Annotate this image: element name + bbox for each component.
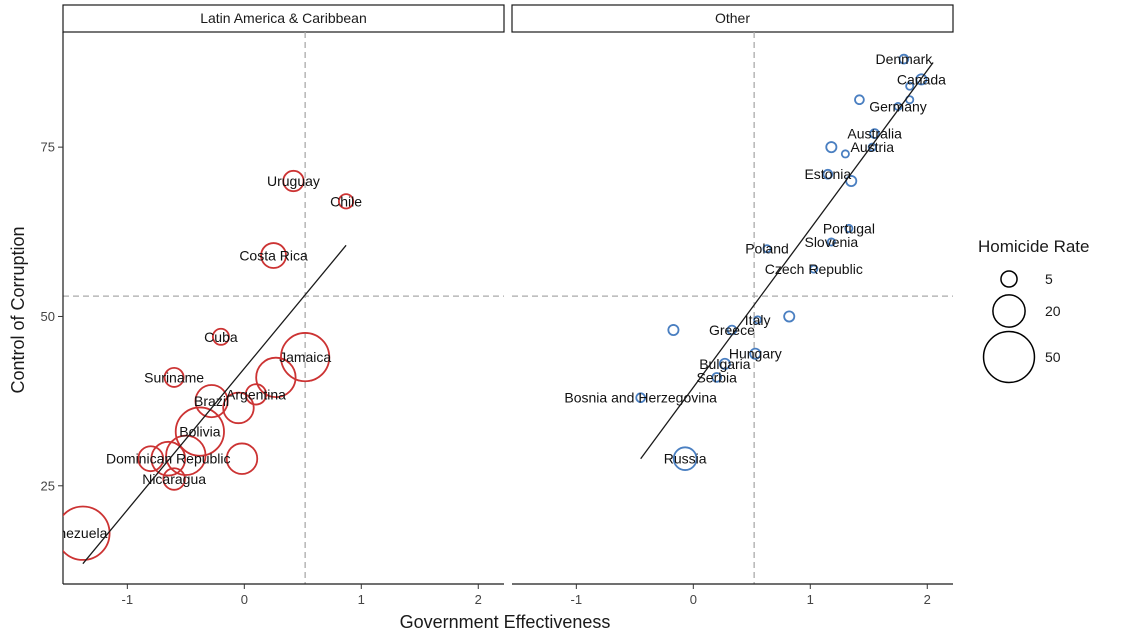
- facet-panel: Other -1 0 1 2 Russia Bosnia and Herzegovina Se…: [511, 4, 954, 607]
- trend-line: [640, 62, 934, 460]
- data-label: Australia: [847, 126, 902, 142]
- data-point: [667, 324, 680, 337]
- y-tick-label: 25: [41, 478, 55, 493]
- data-point: [809, 264, 819, 274]
- data-label: Jamaica: [279, 349, 331, 365]
- data-label: Uruguay: [267, 173, 320, 189]
- data-label: Bosnia and Herzegovina: [564, 390, 717, 406]
- data-point: [854, 94, 865, 106]
- data-point: [174, 406, 225, 457]
- x-tick-label: -1: [122, 592, 134, 607]
- data-label: Bolivia: [179, 424, 220, 440]
- data-point: [867, 142, 877, 152]
- data-point: [337, 193, 355, 210]
- facet-panel: Latin America & Caribbean 25 50 75 -1 0 1 2 nezu…: [41, 4, 505, 607]
- x-tick-label: 0: [241, 592, 248, 607]
- x-tick-label: 1: [358, 592, 365, 607]
- x-tick-label: 2: [924, 592, 931, 607]
- x-tick-label: 1: [807, 592, 814, 607]
- data-point: [753, 315, 763, 325]
- data-point: [826, 237, 836, 247]
- legend-key-label: 5: [1045, 271, 1053, 287]
- data-point: [282, 169, 305, 193]
- x-tick-label: 2: [475, 592, 482, 607]
- data-label: Serbia: [696, 369, 737, 385]
- legend-key-label: 50: [1045, 349, 1061, 365]
- facet-strip-label: Latin America & Caribbean: [200, 10, 367, 26]
- data-point: [749, 347, 762, 360]
- data-point: [869, 128, 880, 139]
- y-tick-label: 75: [41, 140, 55, 155]
- x-tick-label: -1: [571, 592, 583, 607]
- data-label: Slovenia: [804, 234, 858, 250]
- x-tick-label: 0: [690, 592, 697, 607]
- data-label: Russia: [664, 451, 707, 467]
- data-label: Chile: [330, 193, 362, 209]
- data-label: Italy: [745, 312, 771, 328]
- data-label: Brazil: [194, 393, 229, 409]
- data-point: [150, 440, 187, 477]
- data-label: Canada: [897, 71, 946, 87]
- legend-key-label: 20: [1045, 303, 1061, 319]
- data-label: Hungary: [729, 346, 782, 362]
- facet-strip-label: Other: [715, 10, 750, 26]
- data-point: [672, 446, 698, 471]
- data-label: Bulgaria: [699, 356, 751, 372]
- facet-strip: [62, 4, 505, 33]
- data-point: [162, 467, 186, 491]
- data-label: Portugal: [823, 220, 875, 236]
- data-label: Nicaragua: [142, 471, 206, 487]
- data-point: [63, 505, 111, 561]
- data-label: Denmark: [875, 51, 933, 67]
- data-label: Estonia: [804, 166, 851, 182]
- x-axis-title: Government Effectiveness: [400, 612, 611, 632]
- data-point: [718, 357, 731, 370]
- data-point: [194, 384, 229, 419]
- data-point: [222, 391, 255, 425]
- data-label: nezuela: [58, 525, 107, 541]
- data-label: Argentina: [226, 386, 286, 402]
- data-label: Austria: [850, 139, 894, 155]
- facet-data: nezuela Nicaragua Dominican Republic Bolivi…: [58, 169, 362, 565]
- data-point: [163, 366, 185, 388]
- data-point: [840, 149, 850, 159]
- data-label: Dominican Republic: [106, 451, 231, 467]
- data-point: [825, 141, 838, 154]
- data-point: [844, 223, 854, 233]
- data-point: [280, 332, 331, 383]
- data-label: Greece: [709, 322, 755, 338]
- data-label: Cuba: [204, 329, 238, 345]
- trend-line: [82, 244, 347, 565]
- data-point: [635, 392, 646, 404]
- data-point: [711, 372, 723, 383]
- facet-panels: Latin America & Caribbean 25 50 75 -1 0 1 2 nezu…: [41, 4, 954, 607]
- y-axis-title: Control of Corruption: [8, 226, 28, 393]
- legend-key-circle: [1000, 270, 1018, 288]
- data-point: [762, 244, 772, 254]
- data-label: Costa Rica: [239, 248, 308, 264]
- facet-data: Russia Bosnia and Herzegovina SerbiaBulgar…: [564, 51, 946, 471]
- y-tick-label: 50: [41, 309, 55, 324]
- data-point: [783, 310, 796, 323]
- data-point: [137, 445, 165, 473]
- facet-strip: [511, 4, 954, 33]
- data-point: [255, 356, 297, 399]
- legend-title: Homicide Rate: [978, 237, 1090, 256]
- data-point: [822, 168, 834, 180]
- data-point: [225, 442, 259, 475]
- data-label: Czech Republic: [765, 261, 863, 277]
- data-label: Suriname: [144, 369, 204, 385]
- legend-key-circle: [992, 294, 1026, 328]
- data-point: [915, 73, 928, 86]
- data-label: Germany: [869, 99, 927, 115]
- data-point: [898, 53, 910, 65]
- data-point: [905, 81, 915, 91]
- data-point: [260, 242, 287, 269]
- legend-key-circle: [982, 330, 1036, 384]
- legend: Homicide Rate 5 20 50: [978, 237, 1090, 384]
- data-point: [211, 327, 230, 346]
- data-label: Poland: [745, 241, 789, 257]
